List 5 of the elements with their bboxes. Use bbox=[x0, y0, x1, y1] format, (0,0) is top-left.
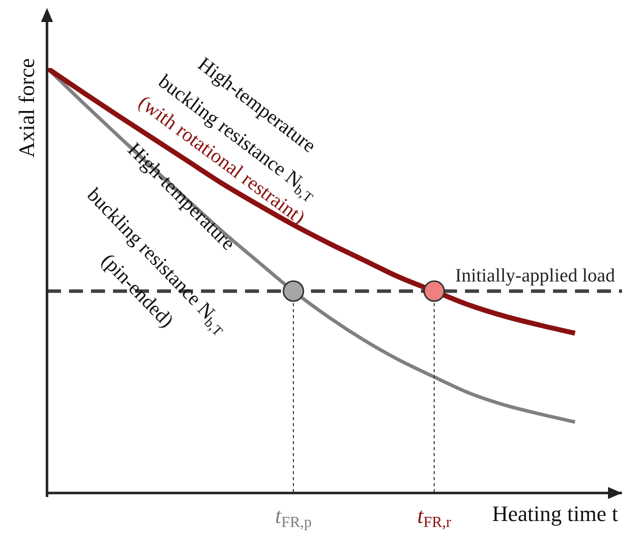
ref-line-label: Initially-applied load bbox=[455, 266, 616, 287]
y-axis-title: Axial force bbox=[14, 58, 39, 158]
x-axis-title: Heating time t bbox=[492, 501, 618, 526]
x-tick-label: t$_{FR,r}$ bbox=[417, 503, 452, 531]
x-tick-label: t$_{FR,p}$ bbox=[275, 503, 312, 531]
